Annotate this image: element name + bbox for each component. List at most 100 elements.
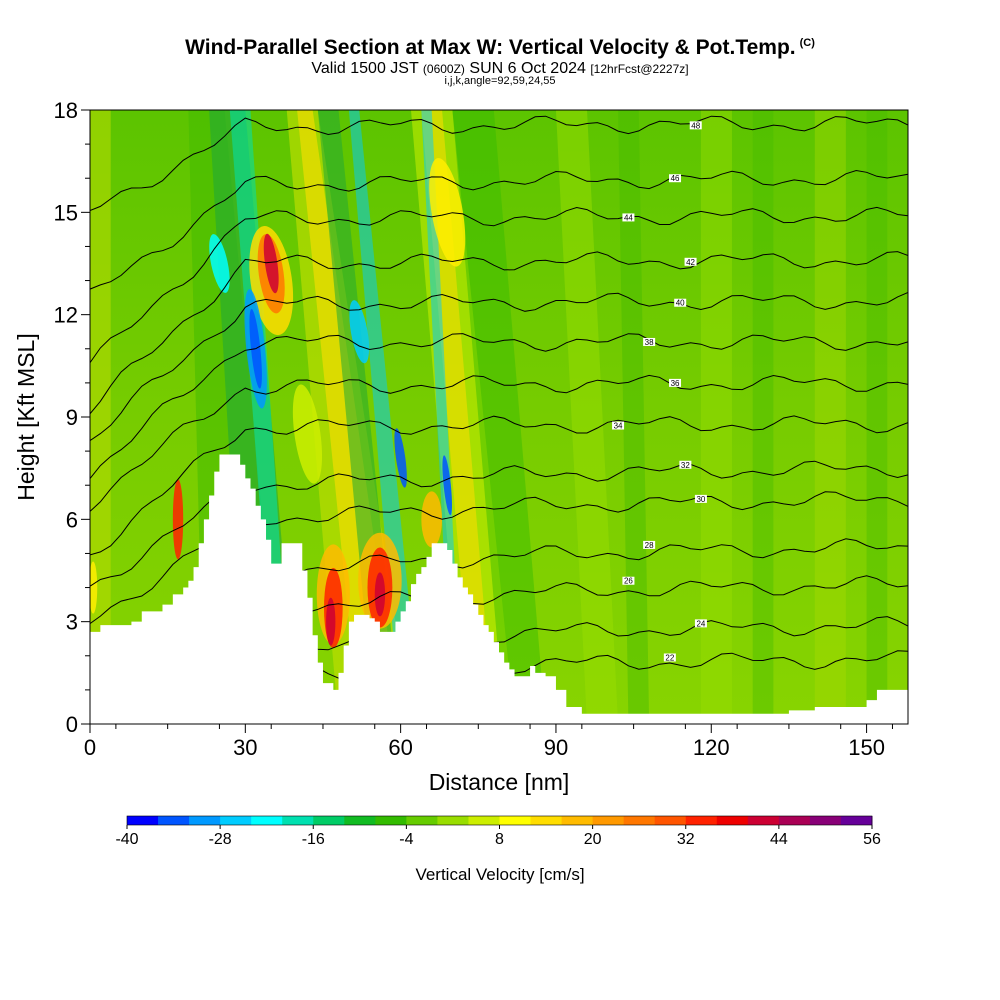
velocity-band bbox=[555, 110, 619, 724]
velocity-core bbox=[374, 572, 386, 617]
section-params: i,j,k,angle=92,59,24,55 bbox=[444, 75, 556, 87]
colorbar-swatch bbox=[623, 816, 656, 825]
x-axis-title: Distance [nm] bbox=[429, 769, 570, 795]
colorbar-swatch bbox=[561, 816, 594, 825]
y-tick-label: 15 bbox=[54, 200, 78, 225]
theta-label: 26 bbox=[624, 577, 633, 586]
theta-label: 46 bbox=[671, 174, 680, 183]
colorbar-swatch bbox=[406, 816, 438, 825]
theta-contour bbox=[90, 291, 908, 442]
x-tick-label: 30 bbox=[233, 735, 257, 760]
theta-label-bg bbox=[684, 257, 697, 266]
theta-label: 48 bbox=[691, 121, 700, 130]
theta-label-bg bbox=[679, 460, 692, 469]
colorbar-tick-label: 32 bbox=[677, 831, 695, 848]
y-tick-label: 0 bbox=[66, 712, 78, 737]
theta-contour bbox=[90, 374, 908, 512]
theta-contour bbox=[90, 333, 908, 479]
y-axis-title: Height [Kft MSL] bbox=[13, 333, 39, 500]
colorbar-swatch bbox=[592, 816, 625, 825]
velocity-core bbox=[172, 479, 184, 560]
chart-title: Wind-Parallel Section at Max W: Vertical… bbox=[0, 36, 1000, 60]
colorbar-tick-label: -16 bbox=[302, 831, 325, 848]
velocity-core bbox=[394, 428, 407, 488]
velocity-band bbox=[752, 110, 774, 724]
velocity-band bbox=[700, 110, 732, 724]
colorbar-swatch bbox=[809, 816, 842, 825]
colorbar-tick-label: -4 bbox=[399, 831, 413, 848]
colorbar-swatch bbox=[282, 816, 314, 825]
colorbar-tick-label: 8 bbox=[495, 831, 504, 848]
theta-label: 44 bbox=[624, 213, 633, 222]
theta-contour bbox=[90, 415, 908, 556]
velocity-core bbox=[429, 158, 466, 267]
velocity-core bbox=[263, 233, 279, 294]
colorbar-swatch bbox=[778, 816, 811, 825]
colorbar-swatch bbox=[127, 816, 159, 825]
y-tick-label: 9 bbox=[66, 405, 78, 430]
colorbar-swatch bbox=[344, 816, 376, 825]
colorbar-swatch bbox=[654, 816, 687, 825]
y-tick-label: 12 bbox=[54, 303, 78, 328]
colorbar-tick-label: -28 bbox=[209, 831, 232, 848]
colorbar-swatch bbox=[437, 816, 469, 825]
theta-contour bbox=[90, 115, 908, 211]
y-tick-label: 3 bbox=[66, 610, 78, 635]
theta-label: 38 bbox=[645, 338, 654, 347]
valid-time: Valid 1500 JST bbox=[311, 60, 419, 77]
colorbar-swatch bbox=[468, 816, 500, 825]
theta-label-bg bbox=[669, 378, 682, 387]
colorbar-swatch bbox=[313, 816, 345, 825]
velocity-core bbox=[326, 597, 336, 646]
velocity-core bbox=[90, 561, 98, 614]
theta-label: 34 bbox=[614, 422, 623, 431]
colorbar-swatch bbox=[499, 816, 532, 825]
velocity-core bbox=[292, 384, 323, 484]
theta-label-bg bbox=[694, 619, 707, 628]
theta-contour bbox=[90, 169, 908, 290]
theta-label-bg bbox=[643, 540, 656, 549]
colorbar-swatch bbox=[716, 816, 749, 825]
theta-label: 24 bbox=[696, 619, 705, 628]
colorbar-swatch bbox=[189, 816, 221, 825]
copyright-mark: (C) bbox=[799, 37, 815, 49]
theta-label-bg bbox=[622, 576, 635, 585]
colorbar-swatch bbox=[220, 816, 252, 825]
colorbar-swatch bbox=[158, 816, 190, 825]
colorbar-swatch bbox=[840, 816, 873, 825]
velocity-band bbox=[421, 110, 494, 724]
colorbar: -40 -28 -16 -4 8 20 32 44 56 bbox=[115, 815, 881, 848]
valid-utc: (0600Z) bbox=[422, 62, 465, 76]
colorbar-swatch bbox=[530, 816, 563, 825]
x-tick-label: 150 bbox=[848, 735, 885, 760]
theta-label-bg bbox=[612, 421, 625, 430]
theta-label: 42 bbox=[686, 258, 695, 267]
theta-label-bg bbox=[622, 213, 635, 222]
colorbar-swatch bbox=[375, 816, 407, 825]
x-tick-label: 90 bbox=[544, 735, 568, 760]
colorbar-swatch bbox=[251, 816, 283, 825]
theta-label-bg bbox=[694, 494, 707, 503]
theta-contour bbox=[90, 251, 908, 415]
colorbar-tick-label: 20 bbox=[584, 831, 602, 848]
theta-label: 28 bbox=[645, 541, 654, 550]
theta-label: 30 bbox=[696, 495, 705, 504]
theta-label-bg bbox=[669, 174, 682, 183]
velocity-band bbox=[814, 110, 846, 724]
velocity-core bbox=[442, 455, 453, 516]
colorbar-title: Vertical Velocity [cm/s] bbox=[415, 865, 584, 884]
velocity-band bbox=[348, 110, 422, 724]
theta-label-bg bbox=[689, 121, 702, 130]
theta-label-bg bbox=[663, 653, 676, 662]
x-tick-label: 120 bbox=[693, 735, 730, 760]
theta-label-bg bbox=[643, 337, 656, 346]
x-tick-label: 60 bbox=[388, 735, 412, 760]
colorbar-tick-label: -40 bbox=[115, 831, 138, 848]
theta-label: 22 bbox=[665, 653, 674, 662]
theta-contour bbox=[90, 206, 908, 363]
y-tick-label: 18 bbox=[54, 98, 78, 123]
colorbar-tick-label: 56 bbox=[863, 831, 881, 848]
theta-label: 32 bbox=[681, 461, 690, 470]
theta-label-bg bbox=[674, 298, 687, 307]
